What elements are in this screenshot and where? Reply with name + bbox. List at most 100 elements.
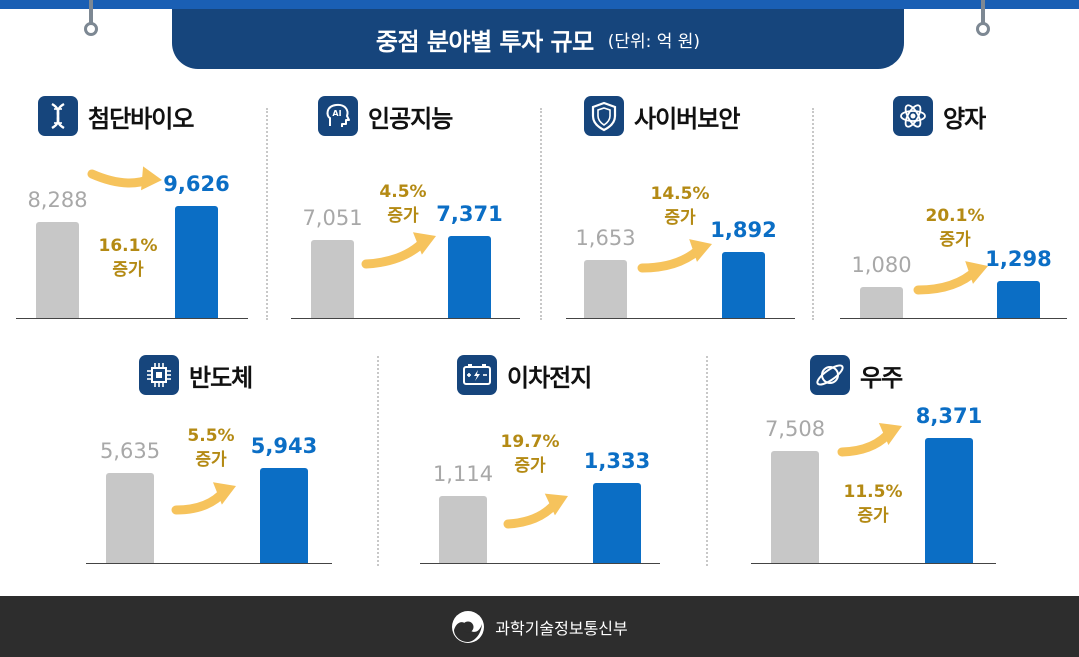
chart-title: 사이버보안 bbox=[634, 104, 740, 133]
planet-icon bbox=[810, 355, 850, 395]
growth-label: 16.1% 증가 bbox=[99, 234, 158, 282]
bar-previous bbox=[439, 496, 487, 563]
growth-percent: 16.1% bbox=[98, 236, 158, 256]
growth-arrow-2 bbox=[637, 239, 712, 273]
value-label-previous: 7,051 bbox=[302, 205, 363, 230]
value-label-previous: 7,508 bbox=[764, 416, 826, 441]
baseline bbox=[16, 318, 248, 319]
value-label-previous: 1,653 bbox=[575, 226, 636, 251]
growth-word: 증가 bbox=[664, 208, 696, 228]
ministry-name: 과학기술정보통신부 bbox=[495, 618, 628, 638]
value-label-current: 1,298 bbox=[985, 247, 1052, 271]
unit-label: (단위: 억 원) bbox=[607, 31, 701, 52]
growth-arrow-6 bbox=[837, 422, 902, 457]
value-label-current: 1,892 bbox=[710, 218, 777, 242]
bar-previous bbox=[860, 287, 903, 318]
panel-divider bbox=[377, 356, 379, 566]
chart-title: 양자 bbox=[943, 104, 986, 133]
hanger-left bbox=[89, 0, 93, 26]
value-label-current: 1,333 bbox=[583, 449, 651, 473]
chart-title: 우주 bbox=[860, 363, 903, 392]
growth-arrow-1 bbox=[361, 232, 436, 269]
panel-divider bbox=[266, 108, 268, 320]
atom-icon bbox=[893, 96, 933, 136]
value-label-current: 7,371 bbox=[436, 202, 503, 226]
hanger-ring-left bbox=[84, 22, 98, 36]
growth-word: 증가 bbox=[939, 230, 971, 250]
hanger-ring-right bbox=[976, 22, 990, 36]
panel-divider bbox=[812, 108, 814, 320]
value-label-previous: 5,635 bbox=[99, 438, 161, 463]
page-title: 중점 분야별 투자 규모 bbox=[375, 27, 594, 56]
growth-label: 11.5% 증가 bbox=[844, 480, 903, 528]
growth-label: 19.7% 증가 bbox=[501, 430, 560, 478]
footer: 과학기술정보통신부 bbox=[0, 596, 1079, 657]
chart-title: 반도체 bbox=[189, 363, 253, 392]
panel-divider bbox=[540, 108, 542, 320]
value-label-previous: 1,080 bbox=[851, 253, 912, 278]
value-label-current: 5,943 bbox=[250, 434, 318, 458]
bar-previous bbox=[584, 260, 627, 318]
panel-header: AI 인공지능 bbox=[318, 96, 453, 136]
top-stripe bbox=[0, 0, 1079, 9]
ai-head-icon: AI bbox=[318, 96, 358, 136]
bar-current bbox=[175, 206, 218, 318]
chart-title: 인공지능 bbox=[368, 104, 453, 133]
growth-percent: 14.5% bbox=[650, 184, 710, 204]
bar-current bbox=[593, 483, 641, 563]
bar-current bbox=[448, 236, 491, 318]
panel-header: 첨단바이오 bbox=[38, 96, 194, 136]
title-banner: 중점 분야별 투자 규모 (단위: 억 원) bbox=[172, 9, 904, 69]
battery-icon bbox=[457, 355, 497, 395]
baseline bbox=[751, 563, 996, 564]
growth-label: 14.5% 증가 bbox=[651, 182, 710, 230]
growth-word: 증가 bbox=[112, 260, 144, 280]
panel-header: 우주 bbox=[810, 355, 903, 395]
baseline bbox=[840, 318, 1067, 319]
shield-icon bbox=[584, 96, 624, 136]
growth-percent: 4.5% bbox=[379, 182, 427, 202]
bar-previous bbox=[36, 221, 79, 318]
panel-header: 사이버보안 bbox=[584, 96, 740, 136]
value-label-previous: 8,288 bbox=[27, 187, 88, 212]
growth-word: 증가 bbox=[514, 456, 546, 476]
growth-arrow-3 bbox=[913, 261, 988, 295]
bar-current bbox=[260, 468, 308, 563]
chip-icon bbox=[139, 355, 179, 395]
bar-previous bbox=[106, 472, 154, 563]
baseline bbox=[291, 318, 520, 319]
bar-current bbox=[925, 438, 973, 563]
bar-previous bbox=[311, 239, 354, 318]
growth-percent: 19.7% bbox=[500, 432, 560, 452]
baseline bbox=[86, 563, 332, 564]
growth-percent: 20.1% bbox=[925, 206, 985, 226]
chart-title: 첨단바이오 bbox=[88, 104, 194, 133]
bar-current bbox=[722, 252, 765, 318]
baseline bbox=[566, 318, 795, 319]
growth-word: 증가 bbox=[195, 450, 227, 470]
growth-arrow-4 bbox=[171, 482, 236, 515]
bar-current bbox=[997, 281, 1040, 318]
value-label-current: 8,371 bbox=[915, 404, 983, 428]
hanger-right bbox=[981, 0, 985, 26]
panel-header: 반도체 bbox=[139, 355, 253, 395]
bar-previous bbox=[771, 450, 819, 563]
value-label-previous: 1,114 bbox=[432, 462, 494, 487]
value-label-current: 9,626 bbox=[163, 172, 230, 196]
panel-header: 양자 bbox=[893, 96, 986, 136]
growth-percent: 11.5% bbox=[843, 482, 903, 502]
growth-percent: 5.5% bbox=[187, 426, 235, 446]
growth-arrow-5 bbox=[503, 493, 568, 529]
government-logo-icon bbox=[452, 610, 485, 643]
growth-arrow-0 bbox=[87, 166, 162, 191]
growth-label: 20.1% 증가 bbox=[926, 204, 985, 252]
svg-text:AI: AI bbox=[332, 109, 341, 118]
chart-title: 이차전지 bbox=[507, 363, 592, 392]
growth-label: 5.5% 증가 bbox=[187, 424, 234, 472]
growth-label: 4.5% 증가 bbox=[379, 180, 426, 228]
baseline bbox=[420, 563, 660, 564]
growth-word: 증가 bbox=[387, 206, 419, 226]
panel-divider bbox=[706, 356, 708, 566]
dna-icon bbox=[38, 96, 78, 136]
panel-header: 이차전지 bbox=[457, 355, 592, 395]
